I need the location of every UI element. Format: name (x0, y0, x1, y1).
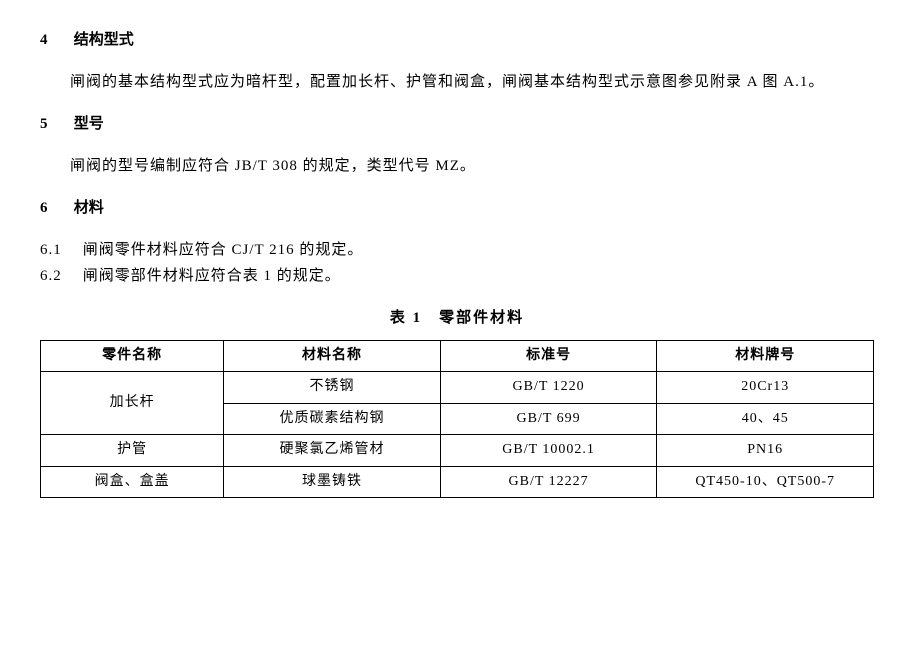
cell-grade: QT450-10、QT500-7 (657, 466, 874, 497)
section-6-num: 6 (40, 196, 70, 220)
table-1-body: 加长杆不锈钢GB/T 122020Cr13优质碳素结构钢GB/T 69940、4… (41, 372, 874, 498)
table-1: 零件名称 材料名称 标准号 材料牌号 加长杆不锈钢GB/T 122020Cr13… (40, 340, 874, 498)
cell-material: 硬聚氯乙烯管材 (224, 435, 441, 466)
table-row: 护管硬聚氯乙烯管材GB/T 10002.1PN16 (41, 435, 874, 466)
clause-6-2: 6.2 闸阀零部件材料应符合表 1 的规定。 (40, 264, 874, 288)
clause-6-1: 6.1 闸阀零件材料应符合 CJ/T 216 的规定。 (40, 238, 874, 262)
table-row: 阀盒、盒盖球墨铸铁GB/T 12227QT450-10、QT500-7 (41, 466, 874, 497)
cell-standard: GB/T 12227 (440, 466, 657, 497)
cell-standard: GB/T 1220 (440, 372, 657, 403)
cell-part: 阀盒、盒盖 (41, 466, 224, 497)
section-4-heading: 4 结构型式 (40, 28, 874, 52)
cell-part: 加长杆 (41, 372, 224, 435)
table-1-caption: 表 1 零部件材料 (40, 306, 874, 330)
clause-6-2-text: 闸阀零部件材料应符合表 1 的规定。 (83, 268, 341, 284)
col-header-grade: 材料牌号 (657, 341, 874, 372)
cell-grade: PN16 (657, 435, 874, 466)
table-row: 加长杆不锈钢GB/T 122020Cr13 (41, 372, 874, 403)
cell-standard: GB/T 10002.1 (440, 435, 657, 466)
clause-6-1-num: 6.1 (40, 238, 78, 262)
col-header-part: 零件名称 (41, 341, 224, 372)
section-5-title: 型号 (74, 116, 104, 132)
col-header-material: 材料名称 (224, 341, 441, 372)
cell-material: 优质碳素结构钢 (224, 403, 441, 434)
section-4-body: 闸阀的基本结构型式应为暗杆型，配置加长杆、护管和阀盒，闸阀基本结构型式示意图参见… (40, 70, 874, 94)
section-5-heading: 5 型号 (40, 112, 874, 136)
section-5-num: 5 (40, 112, 70, 136)
cell-grade: 40、45 (657, 403, 874, 434)
section-6-title: 材料 (74, 200, 104, 216)
cell-grade: 20Cr13 (657, 372, 874, 403)
section-4-num: 4 (40, 28, 70, 52)
section-4-title: 结构型式 (74, 32, 134, 48)
clause-6-2-num: 6.2 (40, 264, 78, 288)
clause-6-1-text: 闸阀零件材料应符合 CJ/T 216 的规定。 (83, 242, 364, 258)
section-5-body: 闸阀的型号编制应符合 JB/T 308 的规定，类型代号 MZ。 (40, 154, 874, 178)
section-6-heading: 6 材料 (40, 196, 874, 220)
table-header-row: 零件名称 材料名称 标准号 材料牌号 (41, 341, 874, 372)
cell-part: 护管 (41, 435, 224, 466)
cell-material: 不锈钢 (224, 372, 441, 403)
cell-standard: GB/T 699 (440, 403, 657, 434)
col-header-standard: 标准号 (440, 341, 657, 372)
cell-material: 球墨铸铁 (224, 466, 441, 497)
